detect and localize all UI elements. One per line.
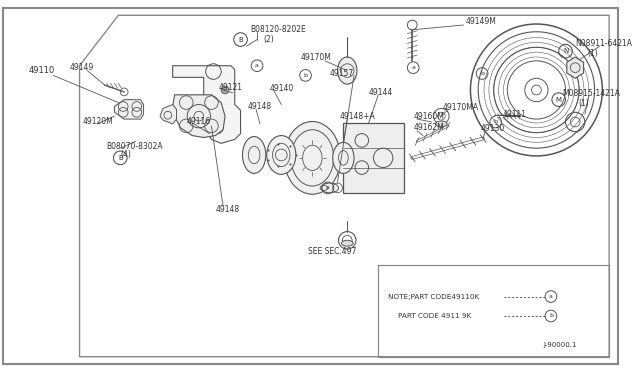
Circle shape	[221, 86, 229, 94]
Text: M08915-1421A: M08915-1421A	[563, 89, 620, 98]
Polygon shape	[173, 95, 225, 138]
Text: 49148+A: 49148+A	[339, 112, 375, 121]
Text: b: b	[549, 314, 553, 318]
Text: 49170MA: 49170MA	[442, 103, 479, 112]
Ellipse shape	[341, 240, 353, 246]
Bar	[378, 264, 609, 357]
Text: 49148: 49148	[215, 205, 239, 214]
Text: PART CODE 4911 9K: PART CODE 4911 9K	[397, 313, 471, 319]
Text: 49110: 49110	[29, 66, 55, 75]
Ellipse shape	[436, 121, 447, 127]
Text: 49170M: 49170M	[301, 54, 332, 62]
Text: B: B	[238, 36, 243, 42]
Text: (1): (1)	[578, 99, 589, 108]
Text: 49130: 49130	[480, 124, 504, 133]
Text: 49157: 49157	[330, 69, 354, 78]
Ellipse shape	[267, 135, 296, 174]
Text: 49121: 49121	[218, 83, 243, 92]
Ellipse shape	[333, 142, 354, 173]
Text: 49144: 49144	[369, 89, 393, 97]
Text: (4): (4)	[120, 150, 131, 160]
Text: B08120-8202E: B08120-8202E	[250, 25, 306, 34]
Polygon shape	[115, 100, 143, 119]
Text: SEE SEC.497: SEE SEC.497	[308, 247, 357, 256]
Polygon shape	[173, 66, 241, 143]
Text: 49116: 49116	[186, 118, 211, 126]
Text: 49120M: 49120M	[83, 118, 113, 126]
Polygon shape	[567, 57, 584, 78]
Text: (2): (2)	[264, 35, 275, 44]
Text: 49149: 49149	[70, 63, 94, 72]
Text: 49148: 49148	[247, 102, 271, 111]
Polygon shape	[160, 105, 177, 124]
Text: (1): (1)	[588, 49, 598, 58]
Text: 49160M: 49160M	[413, 112, 444, 121]
Text: N08911-6421A: N08911-6421A	[575, 39, 632, 48]
Text: 49149M: 49149M	[465, 17, 497, 26]
Text: b: b	[493, 119, 498, 125]
Text: a: a	[326, 185, 330, 190]
Text: J-90000.1: J-90000.1	[543, 342, 577, 348]
Bar	[344, 123, 403, 193]
Ellipse shape	[321, 183, 339, 193]
Text: 49140: 49140	[269, 84, 294, 93]
Ellipse shape	[337, 57, 357, 84]
Text: M: M	[556, 97, 562, 103]
Ellipse shape	[243, 137, 266, 173]
Ellipse shape	[284, 122, 340, 194]
Text: b: b	[303, 73, 308, 78]
Text: N: N	[563, 48, 568, 54]
Text: B: B	[118, 155, 123, 161]
Text: b: b	[480, 71, 484, 76]
Text: NOTE;PART CODE49110K: NOTE;PART CODE49110K	[388, 294, 479, 299]
Text: B08070-8302A: B08070-8302A	[107, 142, 163, 151]
Text: 49162M: 49162M	[413, 123, 444, 132]
Text: a: a	[549, 294, 553, 299]
Text: a: a	[255, 63, 259, 68]
Text: a: a	[412, 65, 415, 70]
Text: 49111: 49111	[502, 110, 527, 119]
